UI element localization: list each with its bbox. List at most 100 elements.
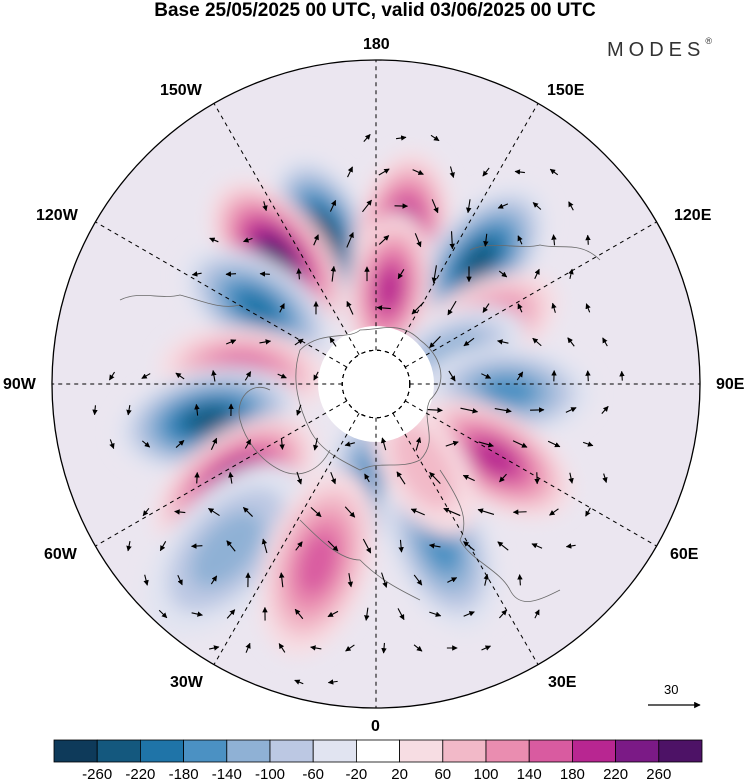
wind-vector — [344, 506, 356, 518]
wind-vector — [396, 471, 406, 485]
wind-vector — [601, 406, 609, 414]
wind-vector — [259, 339, 272, 345]
wind-vector — [295, 541, 303, 551]
colorbar-swatch — [442, 739, 487, 763]
wind-vector — [313, 371, 319, 381]
wind-vector — [429, 611, 442, 617]
colorbar-tick-label: -140 — [211, 766, 242, 783]
wind-vector — [512, 509, 527, 515]
wind-vector — [410, 508, 425, 516]
colorbar-swatch — [269, 739, 314, 763]
wind-vector — [498, 270, 508, 278]
wind-vector — [378, 168, 390, 176]
wind-vector — [412, 169, 424, 175]
wind-vector — [445, 440, 459, 447]
wind-vector — [278, 643, 286, 653]
modes-logo: MODES® — [607, 36, 712, 62]
wind-vector — [381, 572, 388, 588]
wind-vector — [226, 609, 236, 619]
wind-vector — [191, 611, 203, 617]
colorbar-swatch — [226, 739, 271, 763]
wind-vector — [549, 508, 559, 516]
wind-vector — [565, 407, 577, 413]
polar-cap — [318, 326, 434, 442]
colorbar — [53, 739, 703, 763]
wind-vector — [481, 373, 492, 379]
wind-vector — [364, 607, 370, 621]
wind-vector — [294, 608, 304, 620]
colorbar-tick-label: -100 — [254, 766, 286, 783]
wind-vector — [142, 507, 150, 517]
wind-vector — [532, 202, 542, 210]
wind-vector — [567, 337, 575, 347]
wind-vector — [477, 508, 495, 515]
high-25W — [259, 469, 377, 657]
wind-vector — [478, 441, 494, 448]
wind-vector — [262, 201, 268, 212]
wind-vector — [395, 135, 407, 141]
wind-vector — [413, 644, 423, 652]
wind-vector — [210, 437, 218, 450]
wind-vector — [397, 269, 405, 280]
wind-vector — [330, 471, 337, 485]
wind-vector — [532, 337, 542, 347]
wind-vector — [431, 265, 438, 284]
wind-vector — [443, 507, 461, 517]
wind-vector — [547, 440, 561, 448]
wind-vector — [585, 234, 591, 245]
lon-label-150e: 150E — [547, 82, 585, 99]
wind-vector — [499, 473, 507, 483]
wind-vector — [517, 574, 523, 586]
wind-vector — [346, 301, 354, 315]
colorbar-tick-label: 180 — [559, 766, 585, 783]
wind-vector — [330, 265, 337, 282]
colorbar-swatch — [183, 739, 228, 763]
colorbar-swatch — [658, 739, 703, 763]
wind-vector — [428, 543, 441, 549]
meridian-line — [182, 413, 360, 708]
colorbar-tick-label: -20 — [345, 766, 368, 783]
colorbar-tick-label: 100 — [473, 766, 499, 783]
wind-vector — [141, 373, 151, 379]
wind-vector — [175, 372, 185, 380]
colorbar-swatch — [312, 739, 357, 763]
wind-vector — [463, 337, 475, 347]
meridian-line — [405, 190, 700, 368]
wind-vector — [194, 403, 200, 416]
lon-label-60e: 60E — [670, 546, 699, 563]
wind-vector — [194, 471, 200, 484]
wind-vector — [380, 437, 387, 451]
wind-vectors — [92, 133, 625, 685]
wind-vector — [159, 541, 167, 552]
wind-vector — [294, 679, 304, 685]
wind-vector — [174, 509, 186, 515]
wind-vector — [327, 610, 339, 618]
colorbar-swatch — [96, 739, 141, 763]
wind-vector — [177, 574, 183, 586]
coastlines — [119, 244, 601, 602]
wind-vector — [551, 234, 557, 246]
wind-vector — [549, 168, 559, 176]
wind-vector — [279, 438, 285, 450]
wind-vector — [327, 540, 339, 552]
wind-vector — [225, 339, 237, 345]
wind-vector — [344, 441, 355, 447]
wind-vector — [551, 302, 557, 313]
wind-vector — [534, 268, 540, 279]
colorbar-swatch — [139, 739, 184, 763]
wind-vector — [364, 473, 370, 483]
high-60E — [418, 398, 573, 519]
wind-vector — [498, 609, 508, 619]
wind-vector — [449, 231, 455, 250]
wind-vector — [277, 373, 287, 379]
wind-vector — [414, 233, 422, 248]
registered-mark: ® — [705, 36, 712, 46]
colorbar-swatch — [528, 739, 573, 763]
wind-vector — [582, 441, 594, 447]
wind-vector — [109, 439, 115, 450]
wind-vector — [279, 572, 285, 588]
meridian-line — [182, 60, 360, 355]
colorbar-swatch — [615, 739, 660, 763]
wind-vector — [243, 237, 253, 243]
